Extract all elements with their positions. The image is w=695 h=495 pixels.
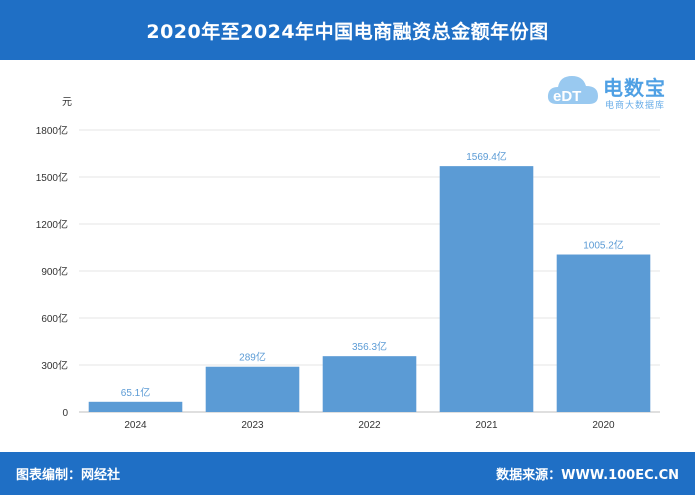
y-axis-unit: 元 — [62, 97, 72, 108]
bar — [439, 166, 534, 412]
data-label: 356.3亿 — [352, 340, 387, 353]
data-label: 65.1亿 — [121, 386, 150, 399]
y-tick-label: 1500亿 — [36, 171, 68, 184]
logo-subtitle: 电商大数据库 — [605, 101, 666, 111]
chart-title: 2020年至2024年中国电商融资总金额年份图 — [146, 20, 549, 43]
chart-credit: 图表编制：网经社 — [16, 468, 121, 483]
edt-logo: eDT 电数宝 电商大数据库 — [545, 64, 685, 116]
x-tick-label: 2020 — [592, 420, 615, 431]
logo-mark: eDT — [553, 88, 581, 105]
cloud-icon: eDT — [547, 76, 598, 105]
x-tick-label: 2022 — [358, 420, 381, 431]
y-tick-label: 0 — [62, 408, 68, 419]
title-bar: 2020年至2024年中国电商融资总金额年份图 — [0, 0, 695, 60]
y-tick-label: 900亿 — [41, 265, 68, 278]
bar — [322, 356, 417, 412]
x-tick-label: 2024 — [124, 420, 147, 431]
y-tick-label: 300亿 — [41, 359, 68, 372]
bar — [205, 366, 300, 412]
data-label: 1005.2亿 — [583, 239, 624, 252]
data-label: 1569.4亿 — [466, 150, 507, 163]
x-tick-label: 2021 — [475, 420, 498, 431]
x-tick-label: 2023 — [241, 420, 264, 431]
footer-bar: 图表编制：网经社 数据来源：WWW.100EC.CN — [0, 452, 695, 495]
bar — [556, 254, 651, 412]
bar — [88, 401, 183, 412]
y-tick-label: 1200亿 — [36, 218, 68, 231]
y-tick-label: 600亿 — [41, 312, 68, 325]
logo-brand: 电数宝 — [603, 76, 666, 100]
bar-chart: 0 300亿 600亿 900亿 1200亿 1500亿 1800亿 65.1亿 2024 289… — [36, 124, 660, 431]
data-label: 289亿 — [239, 351, 266, 364]
y-tick-label: 1800亿 — [36, 124, 68, 137]
data-source: 数据来源：WWW.100EC.CN — [496, 468, 679, 483]
